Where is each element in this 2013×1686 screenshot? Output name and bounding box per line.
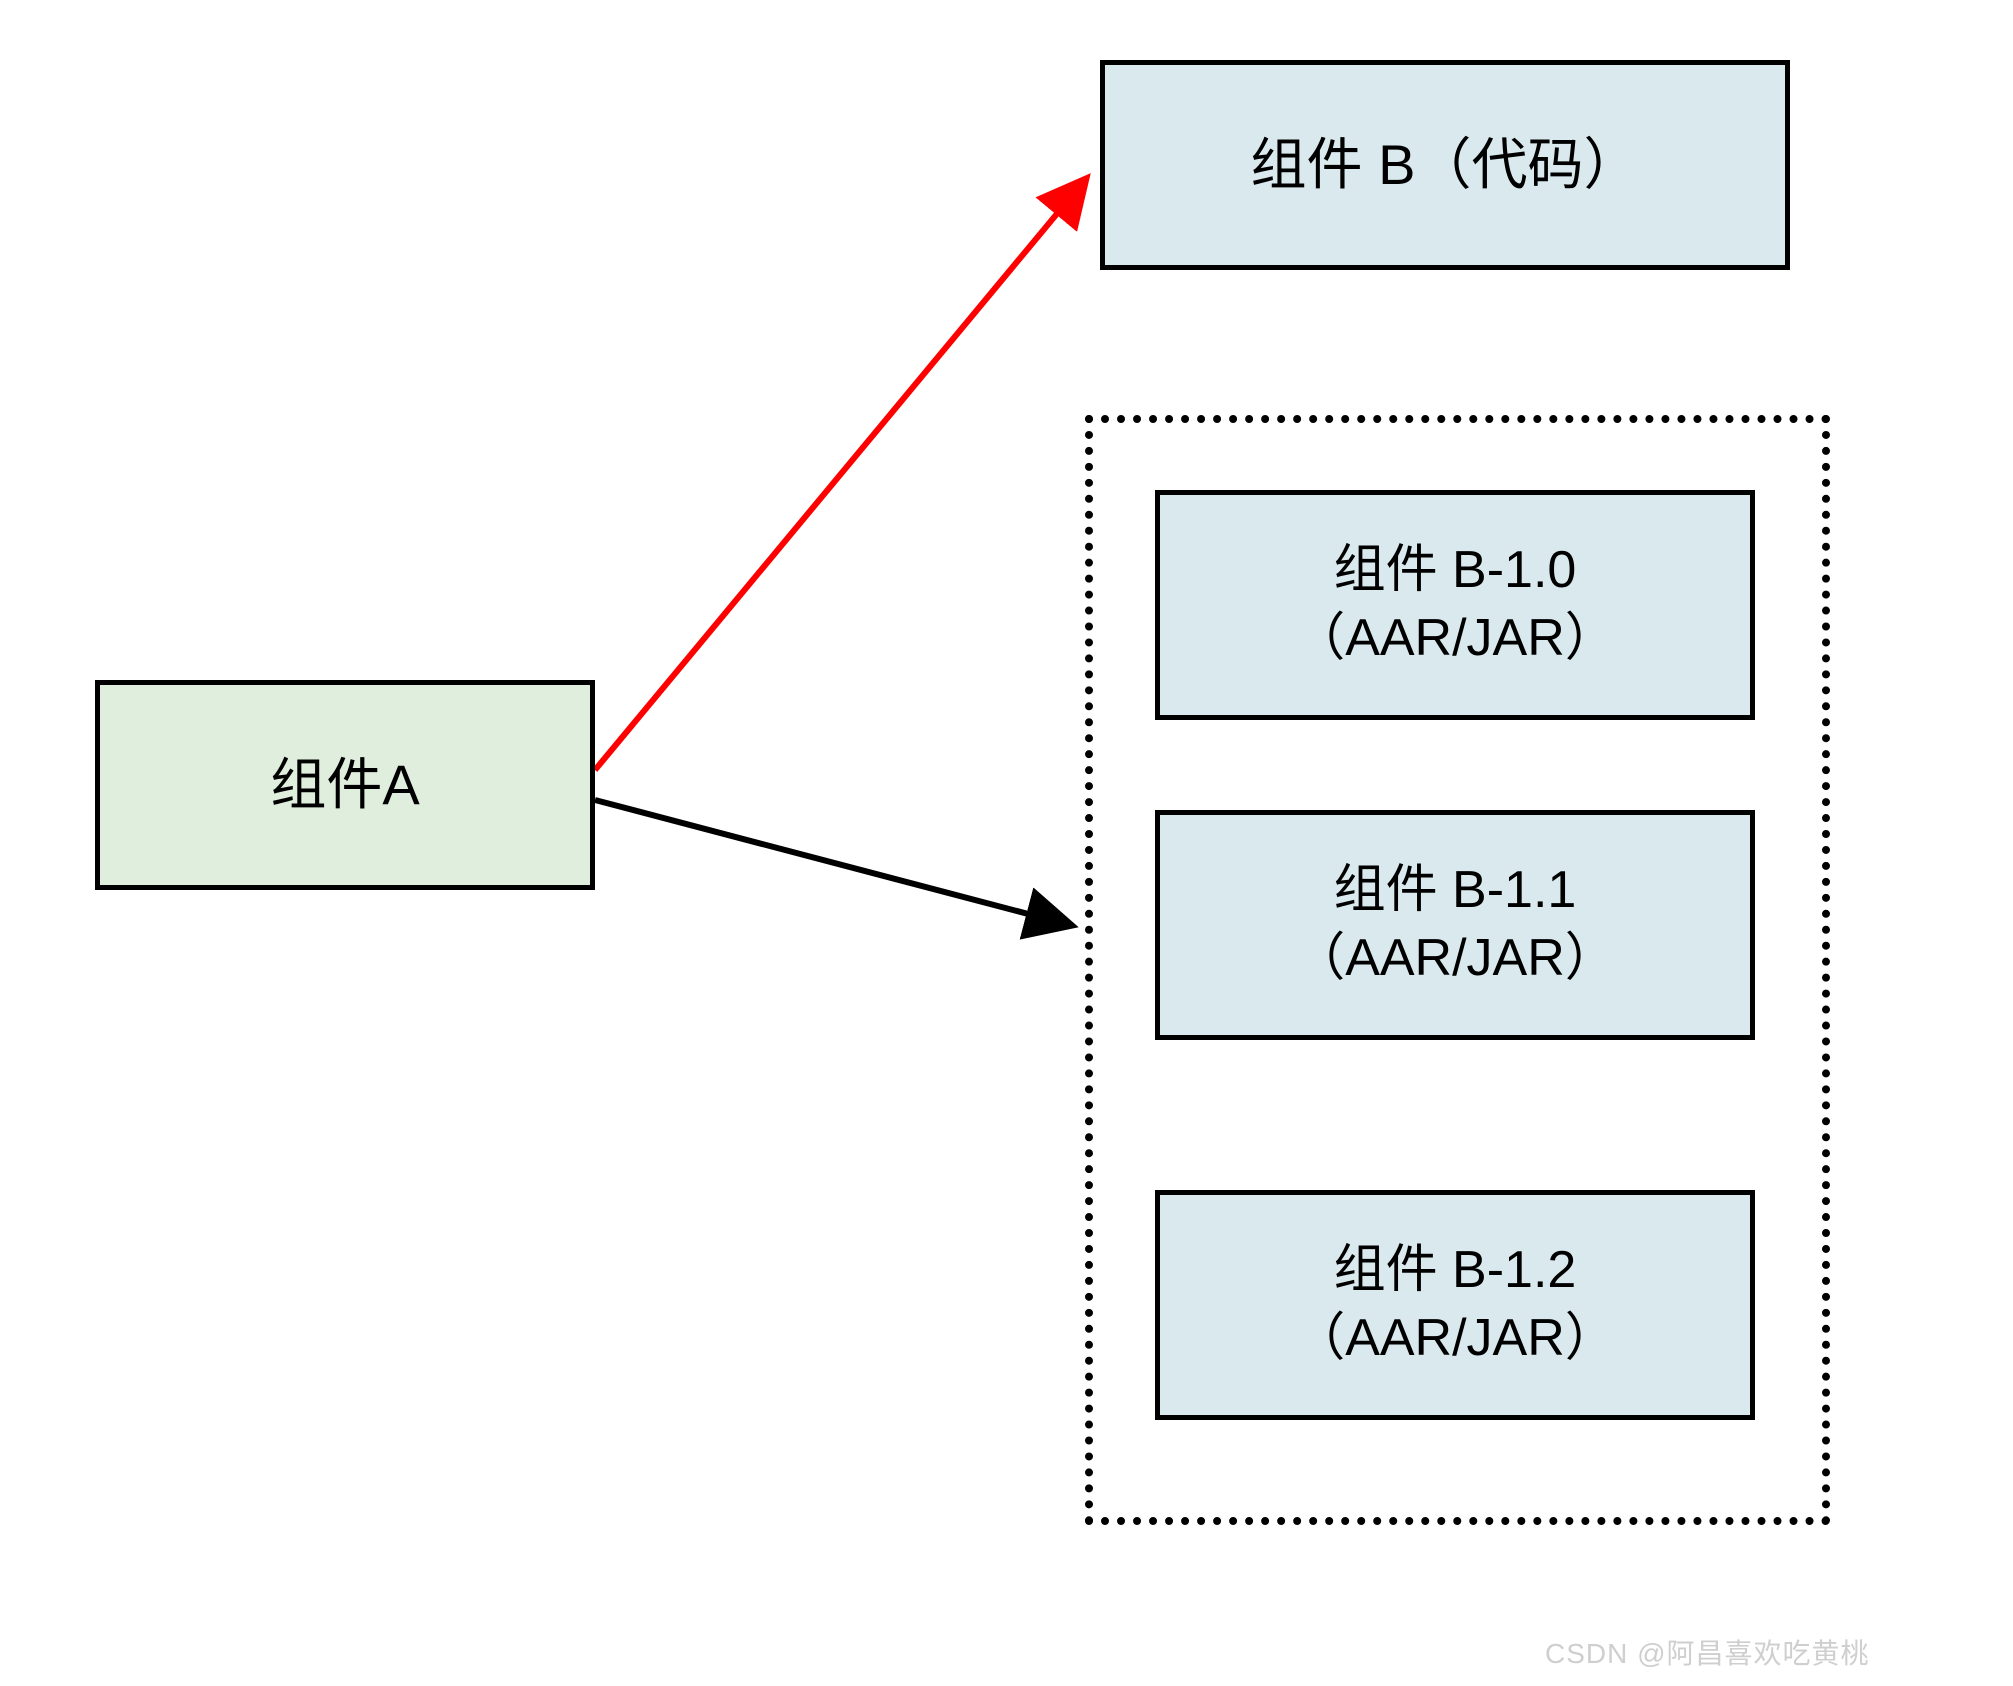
edge-a-to-group xyxy=(595,800,1070,925)
node-component-a: 组件A xyxy=(95,680,595,890)
node-b10-line2: （AAR/JAR） xyxy=(1293,609,1617,667)
node-b11-line1: 组件 B-1.1 xyxy=(1334,861,1577,919)
node-b12-line2: （AAR/JAR） xyxy=(1293,1309,1617,1367)
node-component-b-code: 组件 B（代码） xyxy=(1100,60,1790,270)
node-component-b-1-0: 组件 B-1.0 （AAR/JAR） xyxy=(1155,490,1755,720)
node-component-a-label: 组件A xyxy=(270,749,419,822)
edge-a-to-b-code xyxy=(595,180,1085,770)
node-b11-line2: （AAR/JAR） xyxy=(1293,929,1617,987)
node-component-b-1-2: 组件 B-1.2 （AAR/JAR） xyxy=(1155,1190,1755,1420)
diagram-canvas: 组件A 组件 B（代码） 组件 B-1.0 （AAR/JAR） 组件 B-1.1… xyxy=(0,0,2013,1686)
node-b12-line1: 组件 B-1.2 xyxy=(1334,1241,1577,1299)
watermark-text: CSDN @阿昌喜欢吃黄桃 xyxy=(1545,1632,1870,1672)
node-component-b-1-1: 组件 B-1.1 （AAR/JAR） xyxy=(1155,810,1755,1040)
node-component-b-code-label: 组件 B（代码） xyxy=(1251,129,1640,202)
node-b10-line1: 组件 B-1.0 xyxy=(1334,541,1577,599)
